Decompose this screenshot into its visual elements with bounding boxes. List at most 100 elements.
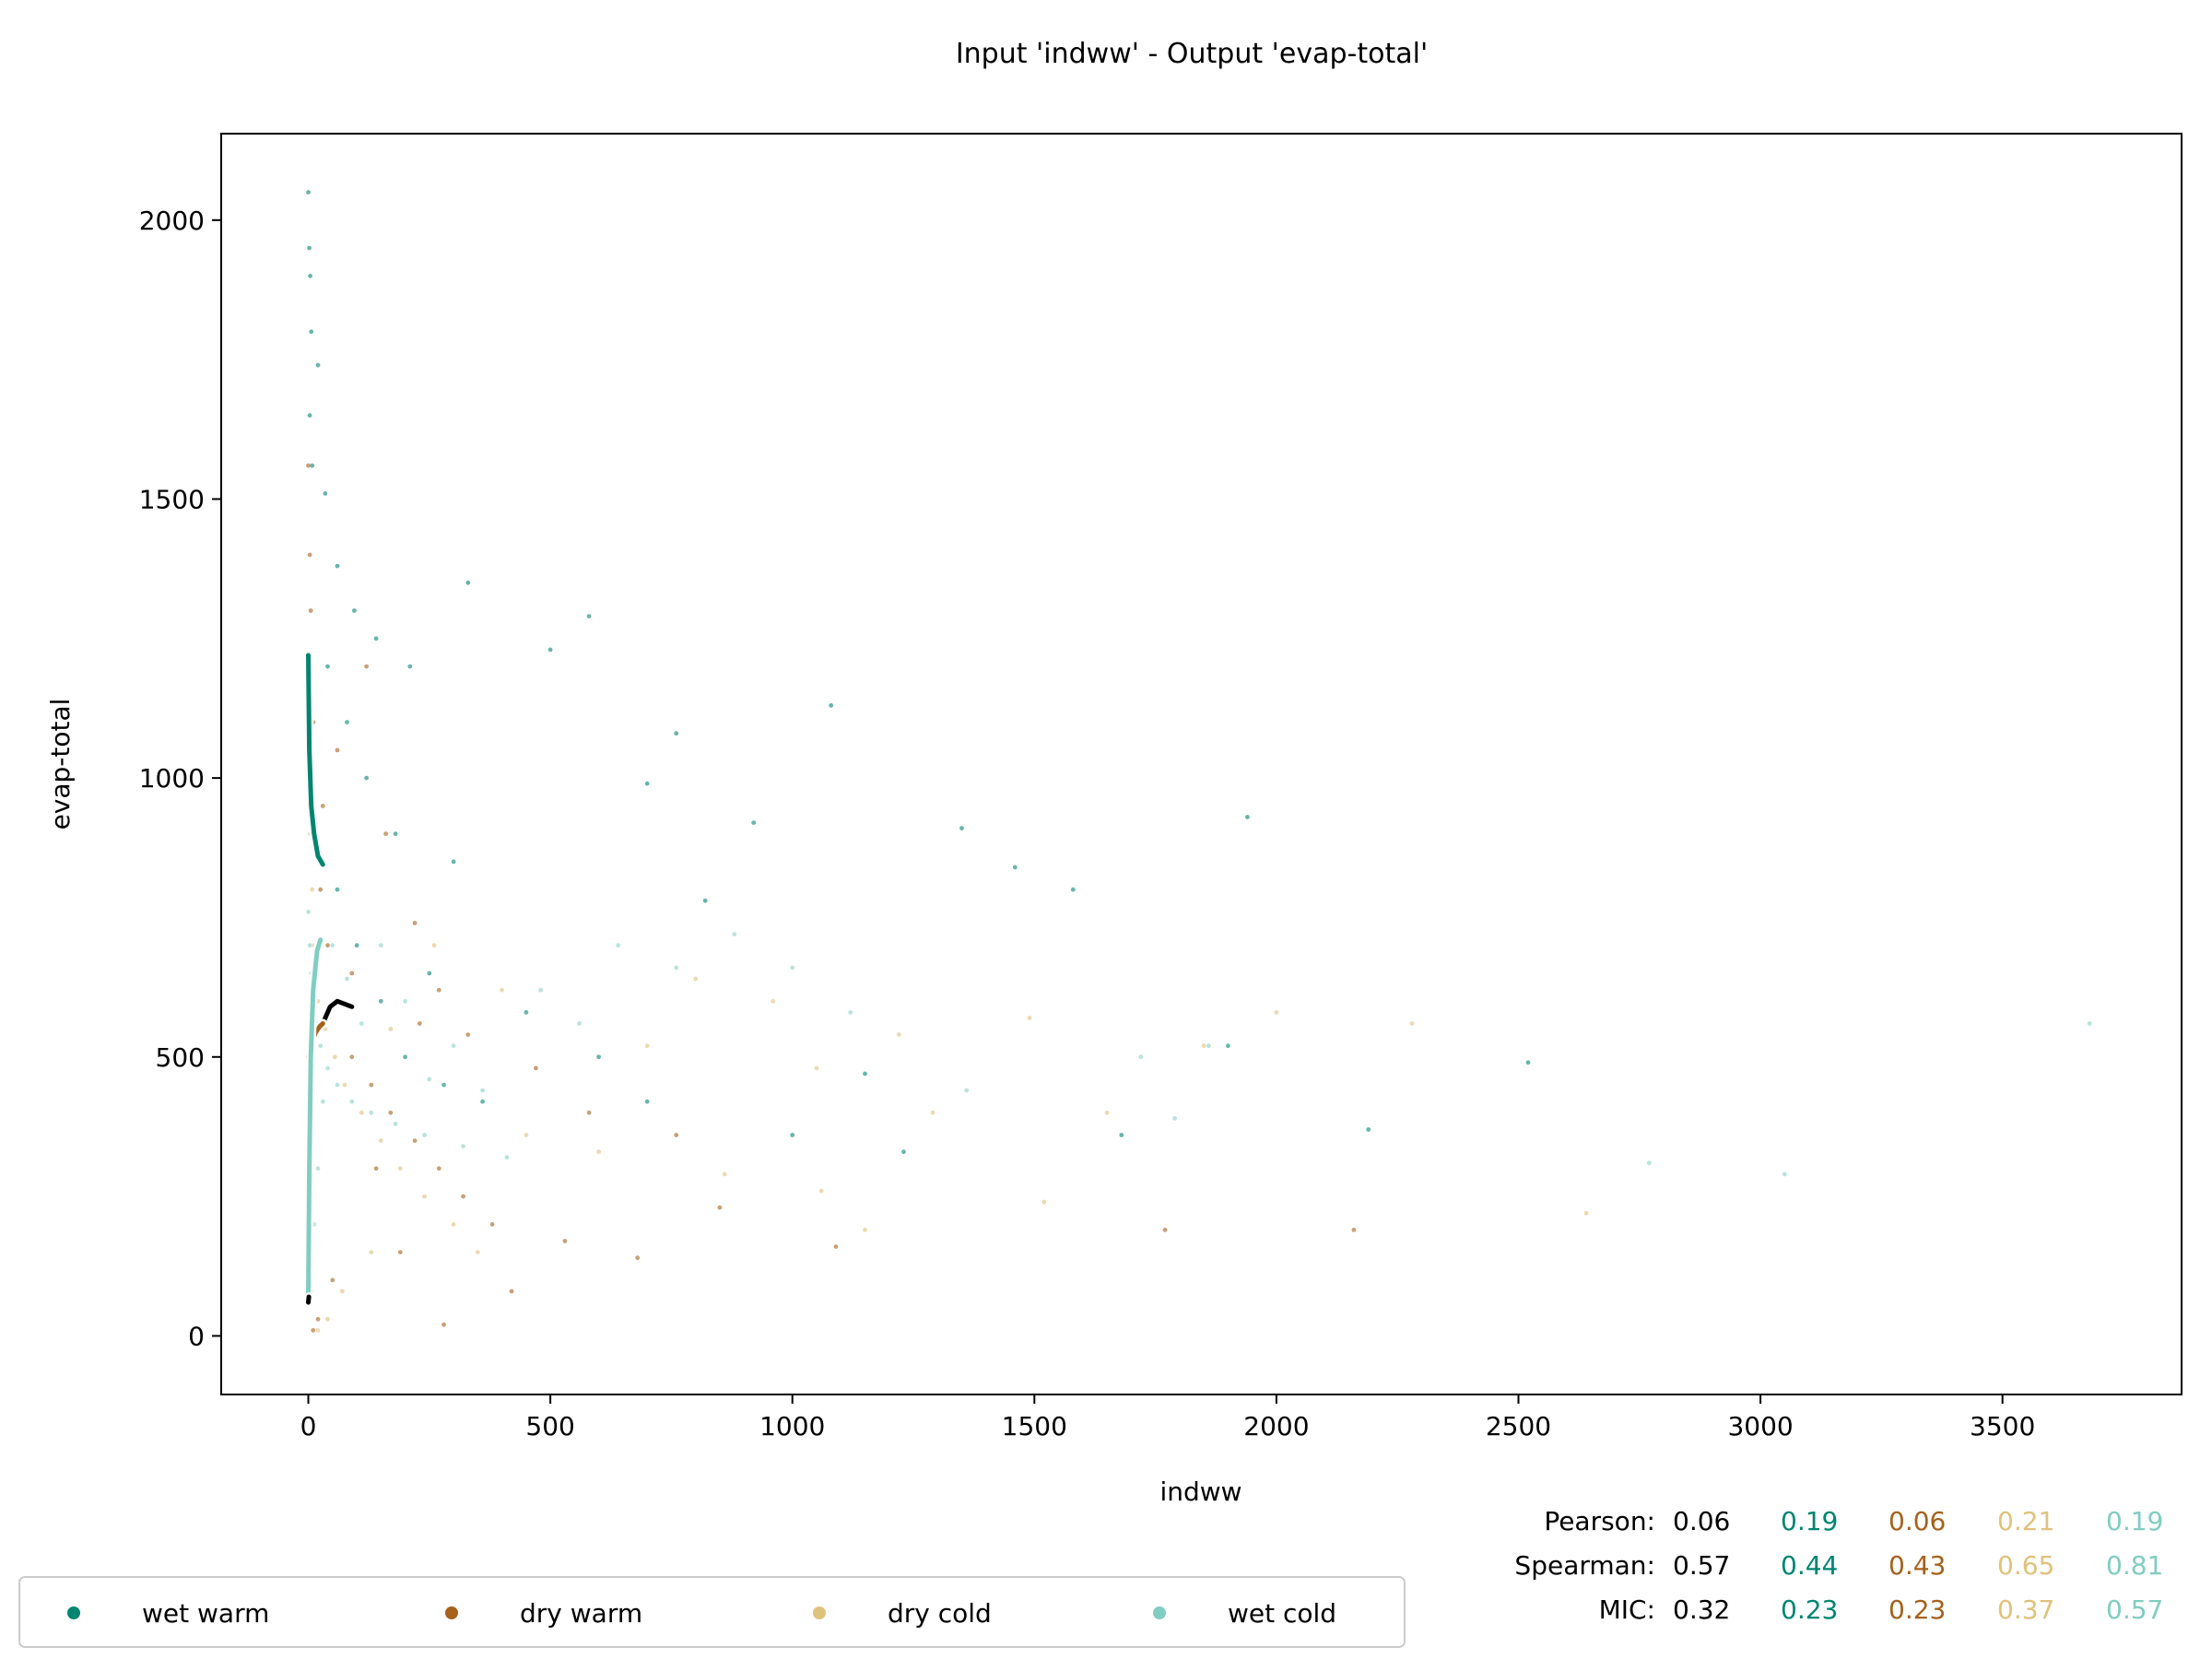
scatter-point	[393, 831, 398, 837]
scatter-point	[814, 1065, 819, 1071]
x-tick-label: 500	[525, 1411, 574, 1441]
scatter-point	[309, 329, 314, 335]
scatter-point	[964, 1088, 970, 1093]
stat-value: 0.37	[1997, 1594, 2054, 1625]
scatter-point	[1201, 1043, 1206, 1049]
scatter-point	[1525, 1060, 1531, 1065]
scatter-point	[441, 1322, 446, 1327]
scatter-point	[378, 998, 383, 1004]
scatter-point	[325, 1316, 330, 1322]
x-tick-label: 1000	[759, 1411, 825, 1441]
stat-value: 0.57	[1673, 1550, 1730, 1581]
scatter-point	[352, 608, 357, 613]
scatter-point	[335, 563, 340, 569]
scatter-point	[306, 910, 311, 914]
scatter-point	[427, 1077, 432, 1082]
scatter-point	[378, 1138, 383, 1143]
scatter-point	[771, 998, 776, 1004]
scatter-point	[577, 1021, 582, 1026]
scatter-point	[818, 1188, 824, 1194]
x-tick-label: 0	[300, 1411, 317, 1441]
y-tick-label: 1000	[139, 763, 205, 794]
stat-value: 0.43	[1888, 1550, 1946, 1581]
scatter-point	[509, 1288, 514, 1294]
scatter-point	[451, 1222, 456, 1227]
scatter-point	[790, 1133, 795, 1137]
series-wet-cold	[306, 910, 2092, 1294]
scatter-point	[307, 943, 312, 948]
scatter-point	[378, 943, 383, 948]
scatter-point	[586, 614, 592, 618]
scatter-point	[790, 965, 795, 971]
scatter-point	[1583, 1210, 1589, 1216]
scatter-point	[616, 943, 621, 948]
scatter-point	[524, 1133, 529, 1137]
scatter-point	[422, 1133, 427, 1137]
stat-value: 0.57	[2106, 1594, 2163, 1625]
scatter-point	[1409, 1021, 1415, 1026]
scatter-point	[373, 636, 379, 641]
scatter-point	[388, 1027, 394, 1031]
legend-label: dry warm	[520, 1598, 642, 1629]
scatter-point	[451, 859, 456, 865]
scatter-point	[674, 731, 679, 736]
scatter-point	[349, 1054, 355, 1060]
x-axis-label: indww	[1159, 1477, 1241, 1507]
scatter-point	[644, 1043, 650, 1049]
scatter-point	[1027, 1016, 1032, 1020]
scatter-point	[320, 804, 325, 808]
scatter-point	[863, 1228, 867, 1232]
scatter-point	[644, 1099, 650, 1104]
scatter-point	[451, 1043, 456, 1049]
scatter-point	[354, 943, 359, 948]
scatter-point	[427, 971, 432, 976]
trend-line	[306, 937, 324, 1300]
scatter-point	[393, 1122, 398, 1126]
scatter-point	[848, 1010, 853, 1015]
scatter-layer	[306, 190, 2092, 1333]
scatter-point	[930, 1110, 935, 1115]
scatter-point	[436, 1166, 441, 1171]
scatter-point	[693, 976, 699, 982]
stat-value: 0.23	[1888, 1594, 1946, 1625]
scatter-point	[307, 245, 312, 251]
scatter-point	[412, 1138, 418, 1143]
scatter-point	[349, 1099, 355, 1104]
scatter-point	[1119, 1133, 1124, 1137]
scatter-point	[461, 1144, 465, 1148]
scatter-point	[896, 1032, 901, 1037]
y-axis-label: evap-total	[45, 699, 76, 830]
stat-label: Spearman:	[1514, 1550, 1655, 1581]
legend-label: wet warm	[142, 1598, 269, 1629]
scatter-point	[339, 1288, 345, 1294]
plot-area	[220, 133, 2183, 1395]
stat-value: 0.19	[2106, 1506, 2163, 1536]
scatter-point	[323, 491, 328, 496]
scatter-point	[359, 1021, 364, 1026]
scatter-point	[596, 1149, 601, 1155]
legend: wet warm dry warm dry cold wet cold	[18, 1576, 1406, 1648]
legend-label: dry cold	[888, 1598, 992, 1629]
scatter-point	[1070, 887, 1076, 892]
scatter-point	[534, 1065, 538, 1071]
scatter-point	[320, 1099, 325, 1104]
scatter-point	[383, 831, 388, 837]
series-wet-warm	[306, 190, 1531, 1155]
scatter-point	[1162, 1228, 1168, 1232]
scatter-point	[403, 998, 407, 1004]
scatter-point	[325, 664, 330, 669]
y-tick-label: 1500	[139, 484, 205, 514]
scatter-point	[436, 987, 441, 993]
scatter-point	[307, 413, 312, 418]
stat-value: 0.81	[2106, 1550, 2163, 1581]
x-tick-label: 1500	[1002, 1411, 1067, 1441]
scatter-point	[524, 1010, 529, 1015]
stats-table: Pearson: 0.06 0.19 0.06 0.21 0.19 Spearman: 0.5…	[1514, 1506, 2163, 1625]
scatter-point	[465, 580, 471, 585]
scatter-point	[1138, 1054, 1144, 1060]
stat-value: 0.23	[1781, 1594, 1838, 1625]
stat-value: 0.06	[1888, 1506, 1946, 1536]
y-tick-label: 500	[156, 1042, 205, 1073]
scatter-point	[335, 1082, 340, 1088]
scatter-point	[397, 1166, 403, 1171]
